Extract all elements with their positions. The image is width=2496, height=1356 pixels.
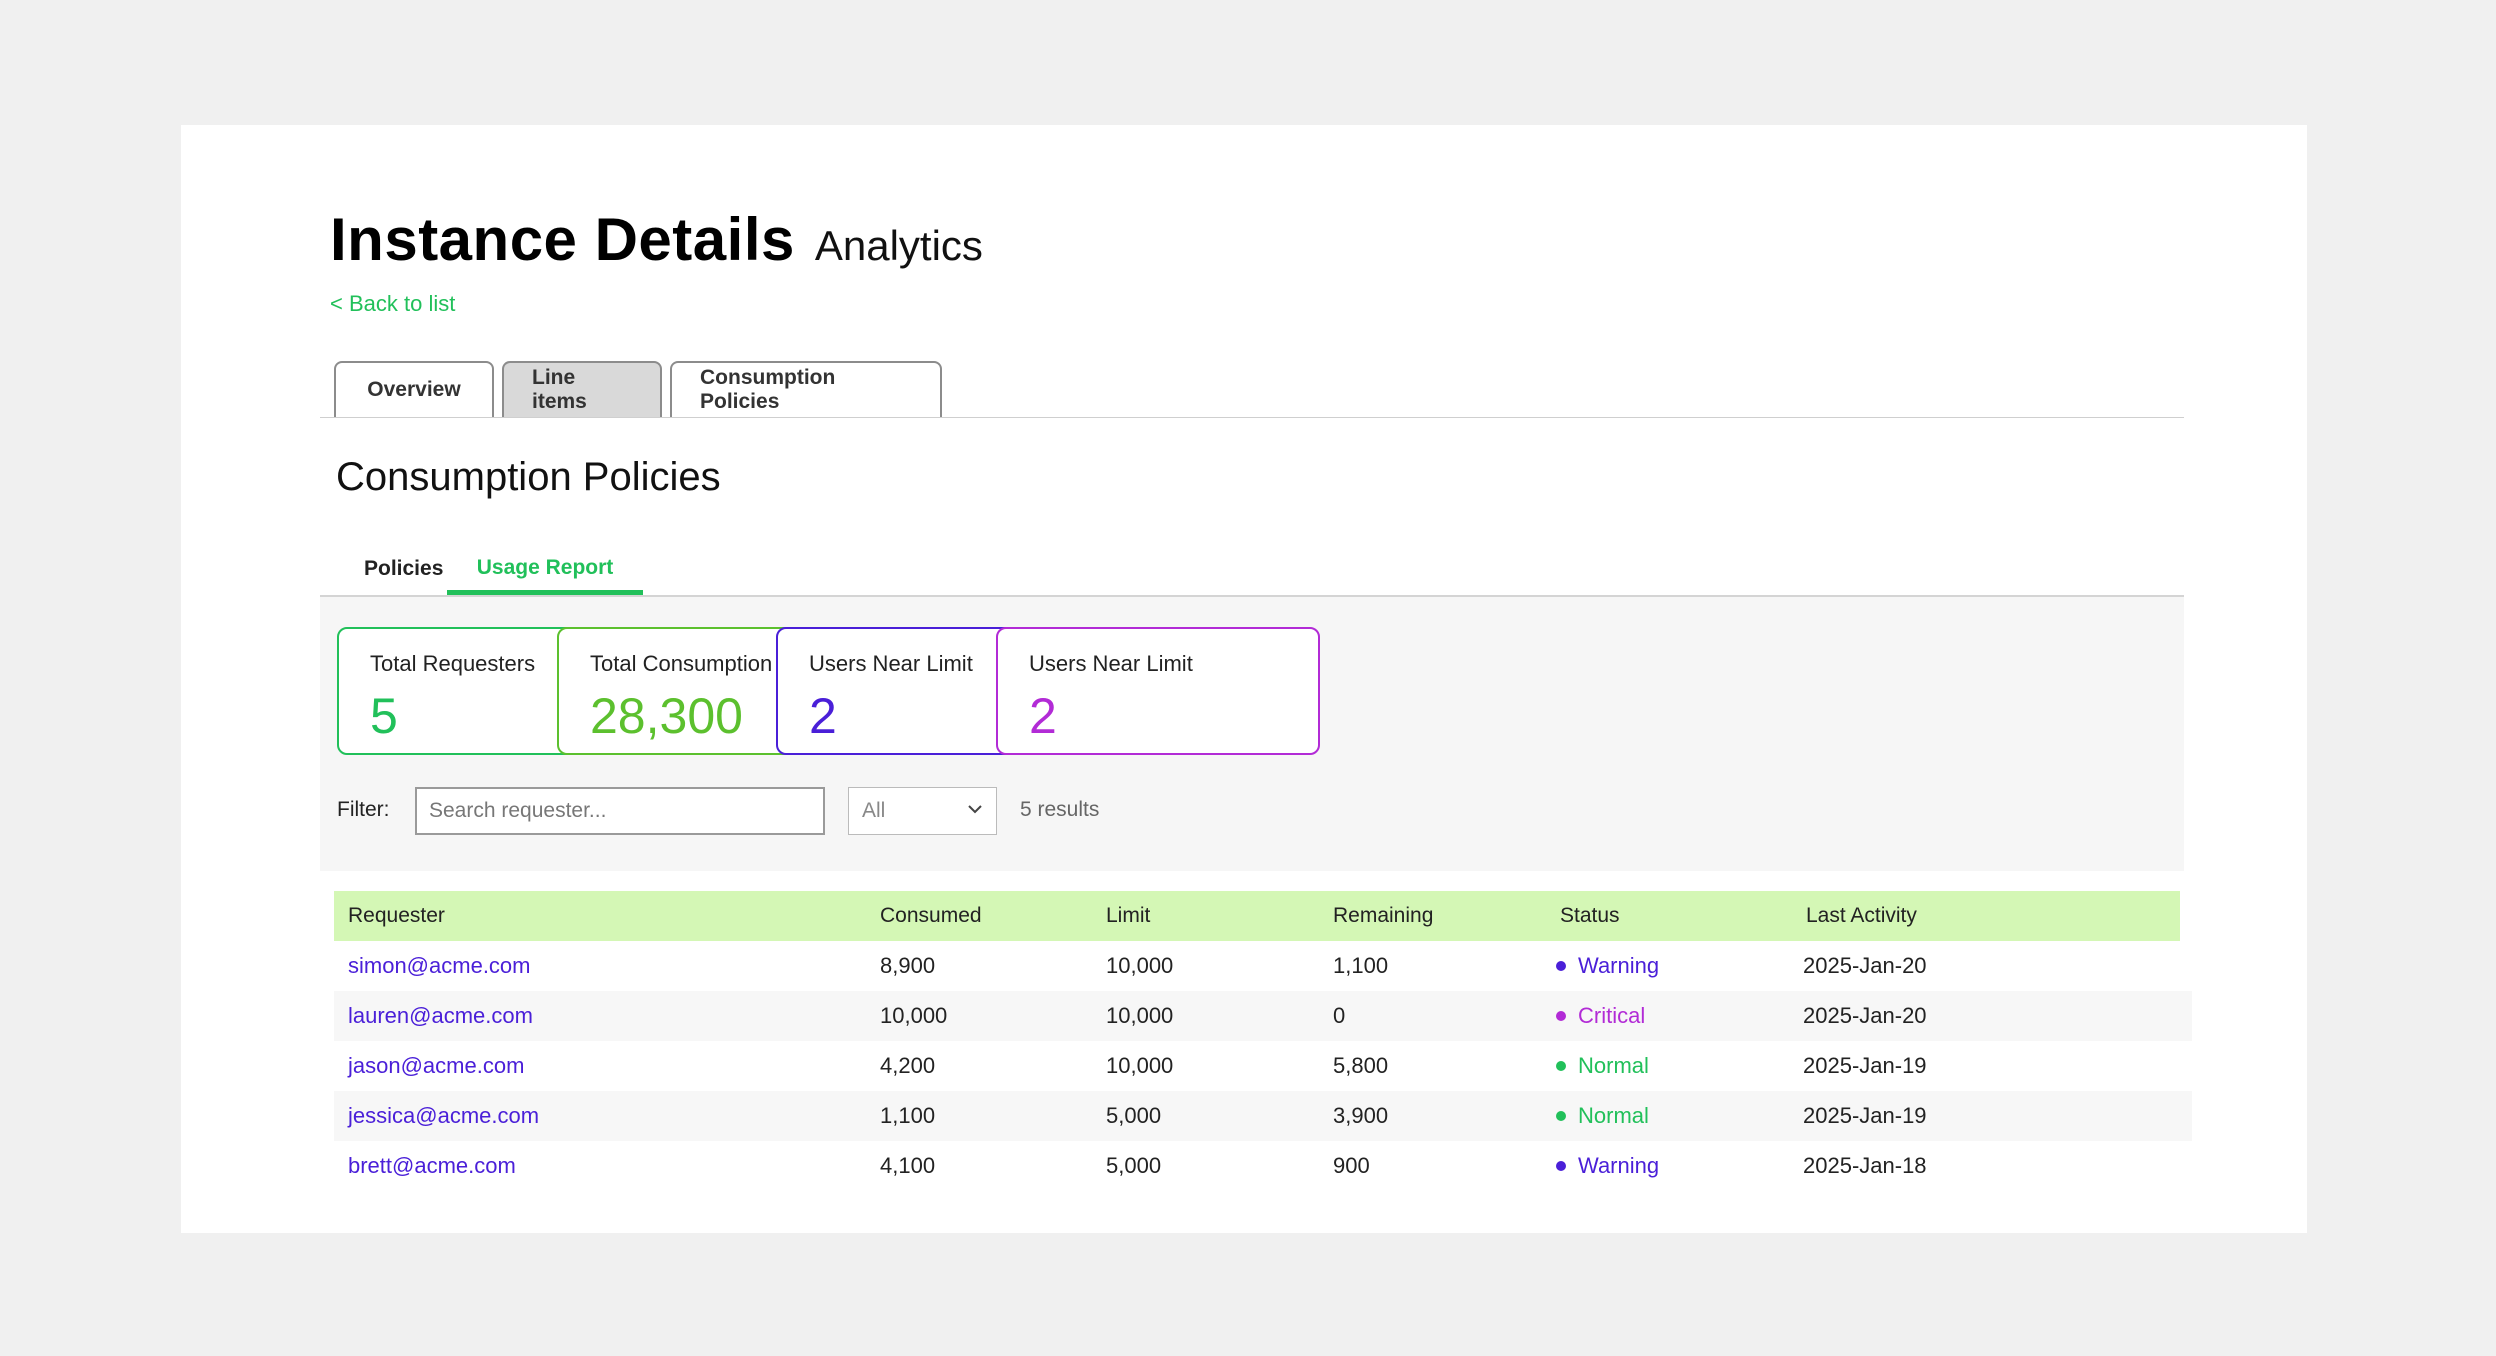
limit-cell: 5,000 [1106,1103,1162,1128]
status-text: Warning [1578,1153,1660,1178]
usage-panel: Total Requesters 5 Total Consumption 28,… [320,597,2184,871]
stat-card-users-near-limit-2: Users Near Limit 2 [996,627,1320,755]
consumed-cell: 1,100 [880,1103,936,1128]
tab-line-items[interactable]: Line items [502,361,662,417]
column-header-limit[interactable]: Limit [1106,904,1151,927]
column-header-requester[interactable]: Requester [348,904,445,927]
consumed-cell: 4,100 [880,1153,936,1178]
remaining-cell: 1,100 [1333,953,1389,978]
stat-value: 2 [1029,688,1057,744]
last-activity-cell: 2025-Jan-19 [1803,1053,1927,1078]
subtab-policies[interactable]: Policies [364,557,444,580]
back-to-list-link[interactable]: < Back to list [330,291,456,316]
limit-cell: 10,000 [1106,1053,1174,1078]
status-text: Normal [1578,1103,1649,1128]
content: Instance Details Analytics < Back to lis… [181,125,2307,1233]
column-header-status[interactable]: Status [1560,904,1620,927]
section-title: Consumption Policies [336,455,721,499]
requester-email-link[interactable]: lauren@acme.com [348,1003,533,1028]
tab-overview[interactable]: Overview [334,361,494,417]
chevron-down-icon [968,805,982,814]
consumed-cell: 4,200 [880,1053,936,1078]
status-text: Normal [1578,1053,1649,1078]
limit-cell: 5,000 [1106,1153,1162,1178]
status-cell: Normal [1556,1091,1649,1141]
consumed-cell: 8,900 [880,953,936,978]
status-dot-icon [1556,1111,1566,1122]
page-subtitle: Analytics [814,222,983,269]
table-header: Requester Consumed Limit Remaining Statu… [334,891,2180,941]
table-row: jessica@acme.com 1,100 5,000 3,900 Norma… [334,1091,2192,1141]
last-activity-cell: 2025-Jan-18 [1803,1153,1927,1178]
requester-email-link[interactable]: simon@acme.com [348,953,531,978]
table-row: jason@acme.com 4,200 10,000 5,800 Normal… [334,1041,2192,1091]
table-row: simon@acme.com 8,900 10,000 1,100 Warnin… [334,941,2192,991]
remaining-cell: 5,800 [1333,1053,1389,1078]
limit-cell: 10,000 [1106,1003,1174,1028]
page-title: Instance Details [330,206,795,273]
select-value: All [862,799,886,822]
filter-label: Filter: [337,798,390,821]
column-header-last-activity[interactable]: Last Activity [1806,904,1917,927]
status-cell: Normal [1556,1041,1649,1091]
status-dot-icon [1556,1161,1566,1172]
requester-email-link[interactable]: brett@acme.com [348,1153,516,1178]
remaining-cell: 900 [1333,1153,1370,1178]
last-activity-cell: 2025-Jan-19 [1803,1103,1927,1128]
tab-divider [320,417,2184,418]
search-requester-input[interactable] [415,787,825,835]
subtab-usage-report[interactable]: Usage Report [447,545,643,595]
main-card: Instance Details Analytics < Back to lis… [181,125,2307,1233]
consumed-cell: 10,000 [880,1003,948,1028]
status-dot-icon [1556,1011,1566,1022]
stat-label: Total Requesters [370,651,536,676]
stat-label: Users Near Limit [1029,651,1193,676]
results-count: 5 results [1020,798,1100,821]
usage-table: Requester Consumed Limit Remaining Statu… [334,891,2192,1191]
stat-value: 28,300 [590,688,743,744]
tab-consumption-policies[interactable]: Consumption Policies [670,361,942,417]
status-dot-icon [1556,1061,1566,1072]
stat-label: Total Consumption [590,651,773,676]
status-filter-select[interactable]: All [848,787,997,835]
status-cell: Critical [1556,991,1645,1041]
status-cell: Warning [1556,941,1659,991]
status-dot-icon [1556,961,1566,972]
subtab-bar: Policies Usage Report [320,545,2184,597]
tab-bar: Overview Line items Consumption Policies [334,361,942,417]
remaining-cell: 3,900 [1333,1103,1389,1128]
status-text: Critical [1578,1003,1646,1028]
remaining-cell: 0 [1333,1003,1346,1028]
stat-label: Users Near Limit [809,651,973,676]
limit-cell: 10,000 [1106,953,1174,978]
requester-email-link[interactable]: jessica@acme.com [348,1103,540,1128]
last-activity-cell: 2025-Jan-20 [1803,953,1927,978]
stat-value: 5 [370,688,398,744]
table-row: lauren@acme.com 10,000 10,000 0 Critical… [334,991,2192,1041]
requester-email-link[interactable]: jason@acme.com [348,1053,525,1078]
column-header-remaining[interactable]: Remaining [1333,904,1434,927]
last-activity-cell: 2025-Jan-20 [1803,1003,1927,1028]
status-text: Warning [1578,953,1660,978]
column-header-consumed[interactable]: Consumed [880,904,982,927]
table-row: brett@acme.com 4,100 5,000 900 Warning 2… [334,1141,2192,1191]
title-row: Instance Details Analytics [330,205,983,274]
status-cell: Warning [1556,1141,1659,1191]
stat-value: 2 [809,688,837,744]
